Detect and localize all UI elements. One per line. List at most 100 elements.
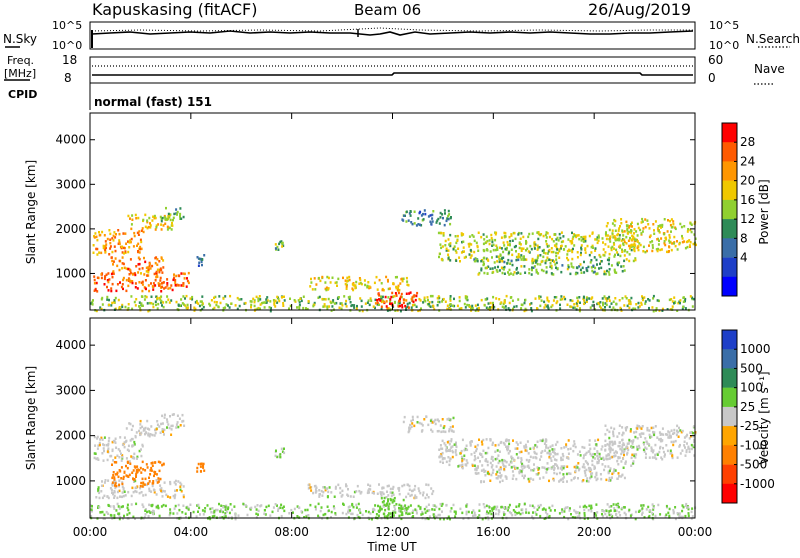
heatmap-cell bbox=[450, 440, 453, 443]
heatmap-cell bbox=[110, 488, 113, 492]
heatmap-cell bbox=[324, 512, 327, 516]
heatmap-cell bbox=[159, 267, 162, 270]
heatmap-cell bbox=[623, 506, 626, 509]
heatmap-cell bbox=[434, 418, 437, 422]
heatmap-cell bbox=[289, 304, 292, 308]
heatmap-cell bbox=[152, 282, 155, 285]
heatmap-cell bbox=[405, 512, 408, 515]
heatmap-cell bbox=[112, 239, 115, 242]
heatmap-cell bbox=[274, 247, 277, 250]
heatmap-cell bbox=[542, 507, 545, 510]
heatmap-cell bbox=[638, 444, 640, 448]
heatmap-cell bbox=[611, 232, 614, 235]
heatmap-cell bbox=[121, 454, 124, 457]
heatmap-cell bbox=[433, 308, 436, 311]
heatmap-cell bbox=[196, 470, 199, 473]
heatmap-cell bbox=[588, 450, 591, 453]
heatmap-cell bbox=[444, 244, 447, 247]
heatmap-cell bbox=[403, 483, 406, 487]
heatmap-cell bbox=[102, 459, 105, 462]
heatmap-cell bbox=[201, 509, 204, 512]
heatmap-cell bbox=[625, 445, 628, 449]
heatmap-cell bbox=[425, 483, 428, 486]
heatmap-cell bbox=[552, 299, 555, 302]
heatmap-cell bbox=[503, 260, 506, 264]
heatmap-cell bbox=[199, 462, 202, 466]
heatmap-cell bbox=[368, 303, 371, 307]
heatmap-cell bbox=[649, 241, 652, 244]
heatmap-cell bbox=[653, 232, 656, 235]
heatmap-cell bbox=[515, 477, 518, 481]
heatmap-cell bbox=[472, 509, 475, 512]
heatmap-cell bbox=[553, 448, 556, 451]
heatmap-cell bbox=[323, 486, 326, 489]
heatmap-cell bbox=[151, 484, 154, 488]
heatmap-cell bbox=[445, 449, 448, 453]
heatmap-cell bbox=[473, 250, 476, 254]
heatmap-cell bbox=[629, 302, 632, 306]
heatmap-cell bbox=[119, 449, 121, 453]
heatmap-cell bbox=[502, 241, 505, 244]
heatmap-cell bbox=[112, 234, 115, 238]
heatmap-cell bbox=[504, 247, 507, 251]
heatmap-cell bbox=[610, 426, 613, 430]
heatmap-cell bbox=[112, 474, 115, 477]
heatmap-cell bbox=[446, 418, 449, 421]
heatmap-cell bbox=[632, 307, 635, 310]
heatmap-cell bbox=[643, 443, 645, 446]
heatmap-cell bbox=[259, 504, 262, 508]
heatmap-cell bbox=[590, 472, 592, 476]
heatmap-cell bbox=[608, 510, 611, 513]
heatmap-cell bbox=[398, 288, 401, 292]
heatmap-cell bbox=[630, 231, 633, 234]
heatmap-cell bbox=[318, 489, 321, 492]
heatmap-cell bbox=[166, 426, 168, 429]
heatmap-cell bbox=[324, 298, 327, 301]
heatmap-cell bbox=[619, 225, 621, 228]
heatmap-cell bbox=[582, 479, 585, 482]
heatmap-cell bbox=[469, 249, 472, 252]
heatmap-cell bbox=[147, 266, 150, 269]
heatmap-cell bbox=[318, 516, 321, 519]
heatmap-cell bbox=[638, 509, 641, 513]
heatmap-cell bbox=[179, 212, 182, 216]
heatmap-cell bbox=[166, 284, 169, 287]
heatmap-cell bbox=[597, 438, 600, 442]
heatmap-cell bbox=[445, 460, 448, 464]
colorbar-cell bbox=[722, 199, 737, 220]
heatmap-cell bbox=[595, 478, 598, 482]
heatmap-cell bbox=[601, 463, 604, 466]
heatmap-cell bbox=[114, 441, 117, 444]
heatmap-cell bbox=[348, 295, 351, 299]
heatmap-cell bbox=[539, 458, 541, 461]
heatmap-cell bbox=[95, 235, 98, 239]
heatmap-cell bbox=[166, 495, 169, 498]
heatmap-cell bbox=[355, 280, 358, 284]
heatmap-cell bbox=[121, 251, 124, 254]
heatmap-cell bbox=[548, 449, 551, 453]
heatmap-cell bbox=[310, 489, 313, 492]
heatmap-cell bbox=[424, 517, 427, 521]
heatmap-cell bbox=[477, 249, 480, 252]
heatmap-cell bbox=[548, 258, 551, 261]
heatmap-cell bbox=[113, 231, 116, 234]
heatmap-cell bbox=[189, 503, 192, 506]
x-tick-label: 20:00 bbox=[577, 525, 612, 539]
heatmap-cell bbox=[108, 303, 110, 307]
heatmap-cell bbox=[498, 269, 501, 272]
colorbar-cell bbox=[722, 330, 737, 350]
heatmap-cell bbox=[460, 251, 463, 254]
heatmap-cell bbox=[405, 210, 408, 213]
heatmap-cell bbox=[465, 255, 467, 259]
heatmap-cell bbox=[159, 298, 162, 301]
heatmap-cell bbox=[442, 216, 444, 220]
heatmap-cell bbox=[609, 450, 612, 454]
heatmap-cell bbox=[122, 487, 125, 490]
heatmap-cell bbox=[496, 248, 499, 251]
heatmap-cell bbox=[486, 239, 489, 243]
heatmap-cell bbox=[333, 507, 336, 510]
heatmap-cell bbox=[149, 224, 152, 227]
heatmap-cell bbox=[405, 220, 408, 223]
heatmap-cell bbox=[617, 229, 620, 232]
heatmap-cell bbox=[353, 306, 356, 309]
